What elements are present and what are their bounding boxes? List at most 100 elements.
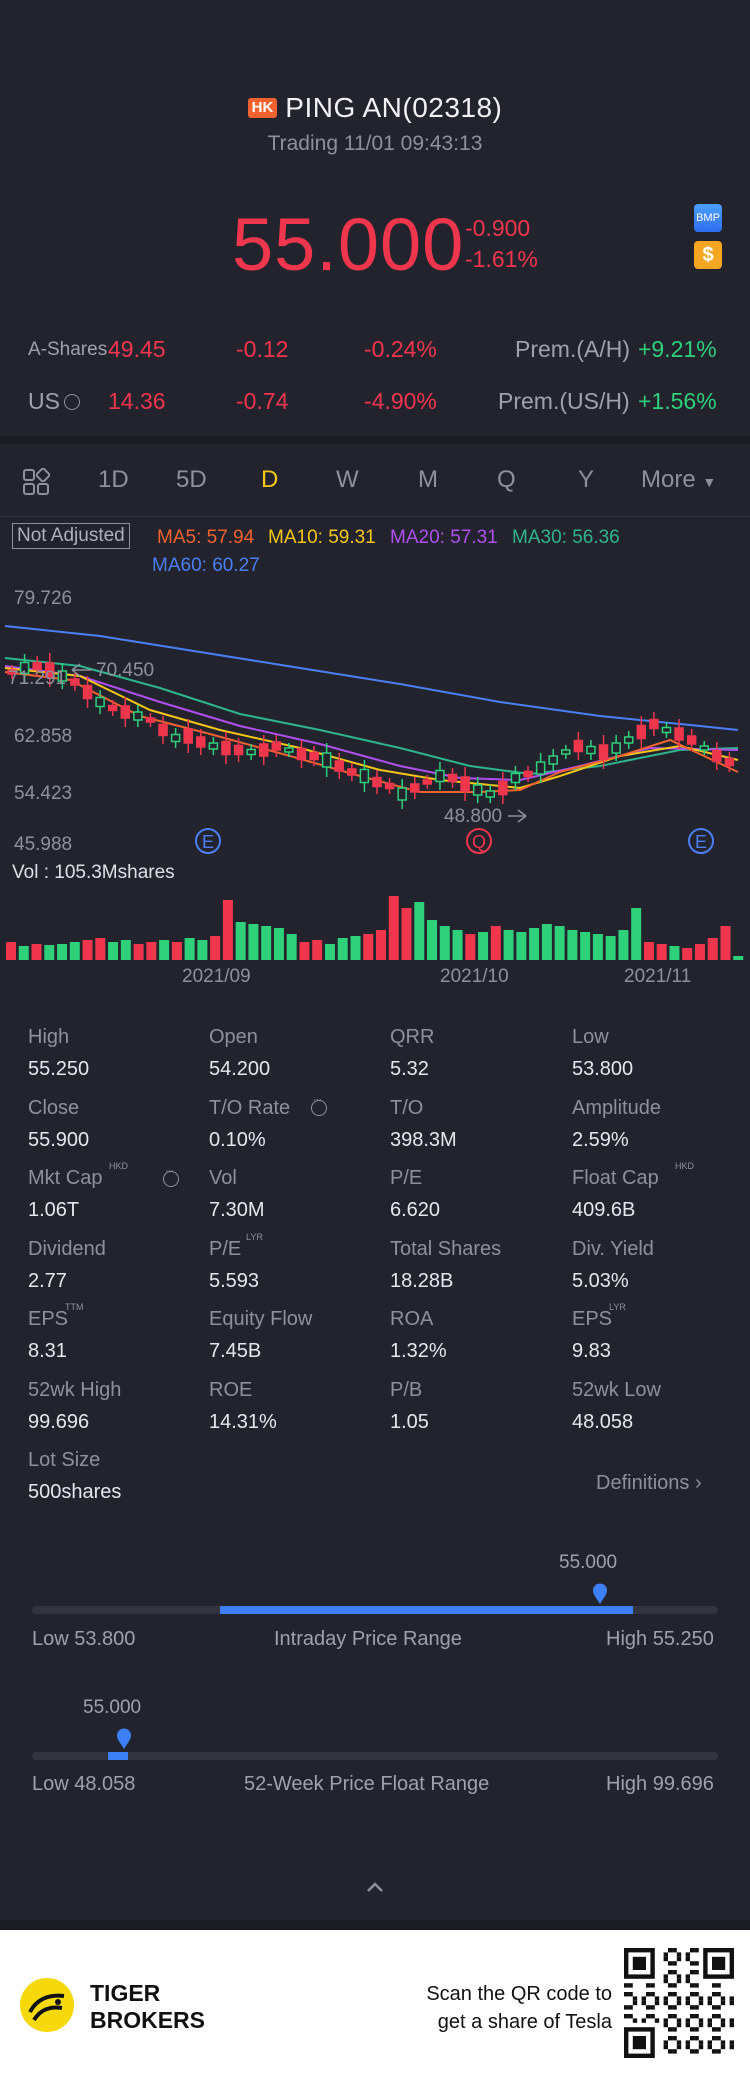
- volume-bar: [376, 930, 386, 960]
- tab-1d[interactable]: 1D: [98, 466, 129, 493]
- candle-body: [7, 669, 17, 675]
- candle-body: [535, 761, 546, 775]
- stat-label: Amplitude: [572, 1096, 661, 1119]
- candle-body: [548, 755, 558, 765]
- volume-bar: [57, 944, 68, 960]
- stat-sup: LYR: [246, 1231, 263, 1242]
- candle-body: [70, 678, 80, 686]
- stat-label: Equity Flow: [209, 1308, 313, 1330]
- qr-code-icon: [624, 1948, 734, 2058]
- volume-bar: [235, 922, 246, 960]
- candlestick-chart[interactable]: 79.726 71.291 62.858 54.423 45.988 70.45…: [0, 580, 750, 1000]
- candle-body: [233, 744, 244, 756]
- volume-bar: [82, 940, 93, 960]
- us-change: -0.74: [236, 388, 289, 414]
- stat-value: 54.200: [209, 1058, 271, 1080]
- candle-body: [271, 741, 282, 751]
- volume-bar: [159, 940, 170, 960]
- y-tick: 79.726: [14, 588, 72, 609]
- volume-bar: [120, 940, 131, 960]
- volume-bar: [643, 942, 654, 960]
- svg-text:E: E: [202, 832, 214, 852]
- chevron-right-icon: ›: [694, 1472, 702, 1494]
- candle-body: [573, 739, 584, 753]
- stat-label: QRR: [390, 1026, 435, 1048]
- intraday-current-value: 55.000: [559, 1552, 618, 1573]
- a-shares-row[interactable]: A-Shares 49.45 -0.12 -0.24% Prem.(A/H) +…: [0, 336, 750, 376]
- ma10-label: MA10: 59.31: [268, 527, 376, 548]
- definitions-link[interactable]: Definitions ›: [596, 1472, 702, 1495]
- stat-label: P/E: [209, 1237, 242, 1260]
- tab-5d[interactable]: 5D: [176, 466, 207, 493]
- candle-body: [686, 735, 697, 745]
- tab-more-label: More: [641, 466, 696, 493]
- stat-value: 2.59%: [572, 1128, 629, 1151]
- date-label-sep: 2021/09: [182, 966, 251, 987]
- week52-high: High 99.696: [606, 1773, 714, 1795]
- candle-body: [82, 684, 93, 700]
- us-info-icon[interactable]: [64, 394, 80, 410]
- market-badge: HK: [247, 98, 278, 118]
- ma20-label: MA20: 57.31: [390, 527, 498, 548]
- volume-bar: [261, 926, 272, 960]
- brand-line-2: BROKERS: [90, 2007, 206, 2033]
- earnings-marker[interactable]: E: [688, 828, 714, 854]
- stat-value: 55.250: [28, 1058, 90, 1080]
- volume-bar: [439, 926, 450, 960]
- stats-grid: High 55.250 Open 54.200 QRR 5.32 Low 53.800 Clos…: [0, 0, 750, 1503]
- tab-d[interactable]: D: [261, 466, 279, 493]
- intraday-range-fill: [220, 1606, 633, 1614]
- stat-value: 5.593: [209, 1269, 260, 1292]
- ma-line: [4, 657, 739, 776]
- tab-m[interactable]: M: [418, 466, 438, 493]
- stat-value: 14.31%: [209, 1410, 277, 1433]
- trading-status: Trading 11/01 09:43:13: [267, 132, 483, 155]
- volume-bar: [18, 946, 29, 960]
- adjust-toggle[interactable]: Not Adjusted: [12, 523, 130, 549]
- candle-body: [221, 740, 231, 756]
- stat-label: Low: [572, 1026, 609, 1048]
- candle-body: [196, 736, 206, 748]
- info-icon[interactable]: [311, 1094, 327, 1117]
- stat-value: 1.05: [390, 1410, 429, 1433]
- volume-bar: [490, 926, 501, 960]
- stat-value: 398.3M: [390, 1128, 457, 1151]
- tab-w[interactable]: W: [336, 466, 359, 493]
- dollar-icon[interactable]: $: [694, 241, 722, 269]
- stat-label: ROE: [209, 1378, 253, 1401]
- candle-body: [510, 772, 521, 784]
- stat-value: 5.03%: [572, 1269, 629, 1292]
- stat-value: 8.31: [28, 1340, 67, 1362]
- tab-more[interactable]: More ▼: [641, 466, 716, 494]
- stat-value: 409.6B: [572, 1199, 636, 1221]
- prem-ush-value: +1.56%: [638, 388, 717, 414]
- date-label-oct: 2021/10: [440, 966, 509, 987]
- tab-y[interactable]: Y: [578, 466, 595, 493]
- bmp-icon[interactable]: BMP: [694, 204, 722, 232]
- stat-label: Vol: [209, 1167, 237, 1189]
- candle-body: [170, 733, 181, 743]
- stat-sup: LYR: [609, 1302, 626, 1312]
- candle-body: [586, 745, 596, 755]
- footer-banner[interactable]: TIGER BROKERS Scan the QR code to get a …: [0, 1930, 750, 2079]
- volume-bar: [592, 934, 603, 960]
- high-annotation: 70.450: [96, 660, 154, 681]
- volume-bar: [733, 956, 744, 960]
- caret-down-icon: ▼: [702, 474, 717, 490]
- us-row[interactable]: US 14.36 -0.74 -4.90% Prem.(US/H) +1.56%: [0, 388, 750, 428]
- low-annotation: 48.800: [444, 806, 502, 827]
- candle-body: [649, 718, 659, 730]
- info-icon[interactable]: [163, 1165, 179, 1187]
- a-shares-change: -0.12: [236, 336, 289, 362]
- earnings-marker[interactable]: E: [195, 828, 221, 854]
- quarterly-marker[interactable]: Q: [466, 828, 492, 854]
- stat-value: 5.32: [390, 1058, 429, 1080]
- grid-icon[interactable]: [22, 468, 50, 496]
- volume-bar: [350, 936, 361, 960]
- stat-value: 7.45B: [209, 1340, 262, 1362]
- last-price: 55.000: [232, 203, 465, 286]
- tab-q[interactable]: Q: [497, 466, 516, 493]
- svg-text:Q: Q: [472, 832, 486, 852]
- stat-label: Close: [28, 1096, 80, 1119]
- chevron-up-icon[interactable]: [365, 1880, 385, 1894]
